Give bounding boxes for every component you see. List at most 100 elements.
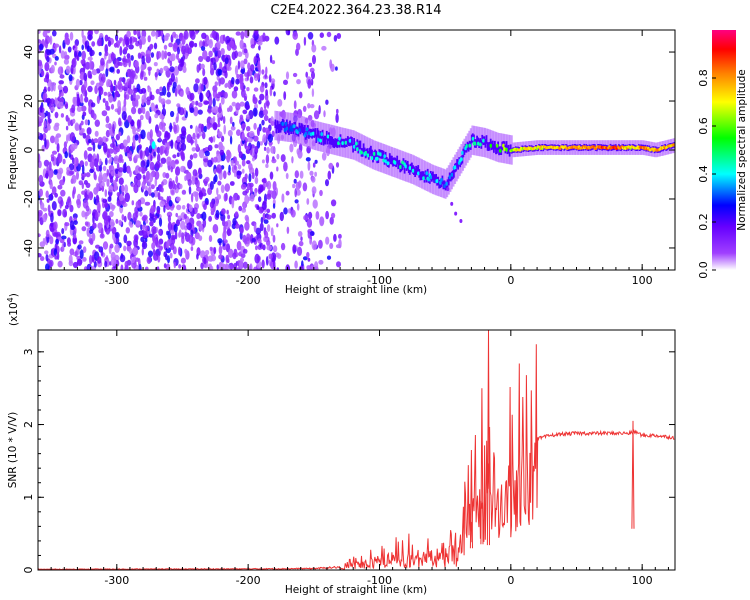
spectrogram-ridge-outer [508,148,511,157]
spectrogram-noise-dot [101,73,106,84]
spectrogram-noise-dot [68,260,74,267]
spectrogram-noise-dot [201,211,207,221]
spectrogram-noise-dot [245,104,250,110]
spectrogram-noise-dot [121,214,125,221]
spectrogram-noise-dot [69,220,75,231]
spectrogram-noise-dot [106,153,112,158]
spectrogram-ridge-outer [317,130,320,139]
spectrogram-noise-dot [53,82,56,92]
spectrogram-ridge-outer [277,124,280,133]
spectrogram-ridge-core [298,128,301,132]
spectrogram-noise-dot [306,218,313,228]
colorbar: 0.0 0.2 0.4 0.6 0.8 Normalized spectral ampl… [697,30,748,279]
spectrogram-noise-dot [176,152,180,157]
spectrogram-noise-dot [197,109,203,115]
spectrogram-noise-dot [311,44,317,53]
spectrogram-noise-dot [309,104,315,109]
spectrogram-noise-dot [85,61,91,70]
spectrogram-noise-dot [201,32,207,39]
spectrogram-noise-dot [214,168,217,175]
spectrogram-noise-dot [38,209,43,217]
spectrogram-noise-dot [176,103,181,108]
spectrogram-noise-dot [215,209,220,219]
spectrogram-ridge-outer [351,137,353,146]
spectrogram-noise-dot [57,260,63,268]
spectrogram-ytick-label: 40 [22,45,35,59]
spectrogram-noise-dot [92,214,95,225]
spectrogram-noise-dot [266,245,273,251]
spectrogram-noise-dot [325,99,329,105]
spectrogram-ridge-outer [495,145,497,155]
spectrogram-noise-dot [47,204,51,213]
spectrogram-noise-dot [47,111,51,120]
spectrogram-noise-dot [314,159,318,164]
spectrogram-noise-dot [261,259,265,269]
spectrogram-noise-dot [285,172,289,180]
snr-panel: -300 -200 -100 0 100 0 1 2 3 Height of straight … [6,293,676,596]
spectrogram-noise-dot [118,177,124,185]
spectrogram-ridge-outer [463,146,466,155]
spectrogram-noise-dot [166,141,170,151]
spectrogram-ridge-core [377,151,380,156]
spectrogram-noise-dot [170,242,175,251]
spectrogram-ridge-core [495,143,499,148]
spectrogram-noise-dot [127,165,130,174]
spectrogram-noise-dot [261,159,265,164]
spectrogram-noise-dot [132,212,138,222]
spectrogram-noise-dot [75,78,80,88]
snr-frame [37,329,676,571]
spectrogram-noise-dot [272,234,276,243]
spectrogram-noise-dot [239,265,243,270]
spectrogram-ridge-core [296,130,299,135]
spectrogram-noise-dot [141,181,146,190]
spectrogram-noise-dot [244,72,248,77]
spectrogram-noise-dot [238,205,243,212]
spectrogram-noise-dot [166,91,171,98]
spectrogram-ridge-outer [301,124,304,133]
spectrogram-noise-dot [219,149,225,156]
spectrogram-noise-dot [216,187,219,196]
spectrogram-noise-dot [266,224,271,232]
spectrogram-noise-dot [43,120,47,128]
spectrogram-noise-dot [226,209,229,215]
spectrogram-noise-dot [140,160,146,169]
spectrogram-noise-dot [88,138,92,144]
spectrogram-noise-dot [156,146,161,154]
spectrogram-noise-dot [129,170,132,178]
spectrogram-noise-dot [175,167,179,176]
spectrogram-noise-dot [257,40,263,46]
spectrogram-noise-dot [118,219,122,226]
spectrogram-noise-dot [122,57,126,63]
spectrogram-ridge-core [355,141,358,146]
snr-ytick-label: 3 [22,348,35,355]
spectrogram-ridge-outer [442,180,445,190]
spectrogram-noise-dot [109,177,114,184]
spectrogram-noise-dot [181,130,187,137]
spectrogram-noise-dot [208,235,213,242]
spectrogram-noise-dot [126,68,132,78]
spectrogram-noise-dot [196,133,200,139]
spectrogram-noise-dot [106,178,110,187]
spectrogram-noise-dot [39,104,43,113]
spectrogram-noise-dot [80,105,87,112]
spectrogram-noise-dot [276,223,279,228]
spectrogram-noise-dot [169,252,173,259]
spectrogram-noise-dot [92,113,97,120]
spectrogram-noise-dot [146,159,150,167]
spectrogram-noise-dot [153,151,156,157]
spectrogram-noise-dot [113,58,120,69]
spectrogram-noise-dot [137,52,141,59]
spectrogram-noise-dot [251,172,255,180]
spectrogram-noise-dot [198,167,202,176]
spectrogram-ridge-core [366,153,370,158]
spectrogram-noise-dot [133,234,139,242]
spectrogram-noise-dot [81,50,86,60]
spectrogram-ridge-core [290,127,294,132]
spectrogram-noise-dot [161,50,165,60]
spectrogram-noise-dot [286,226,290,234]
spectrogram-ridge-core [364,150,368,155]
spectrogram-ridge-outer [329,135,331,145]
spectrogram-noise-dot [159,200,166,208]
spectrogram-noise-dot [47,36,51,43]
